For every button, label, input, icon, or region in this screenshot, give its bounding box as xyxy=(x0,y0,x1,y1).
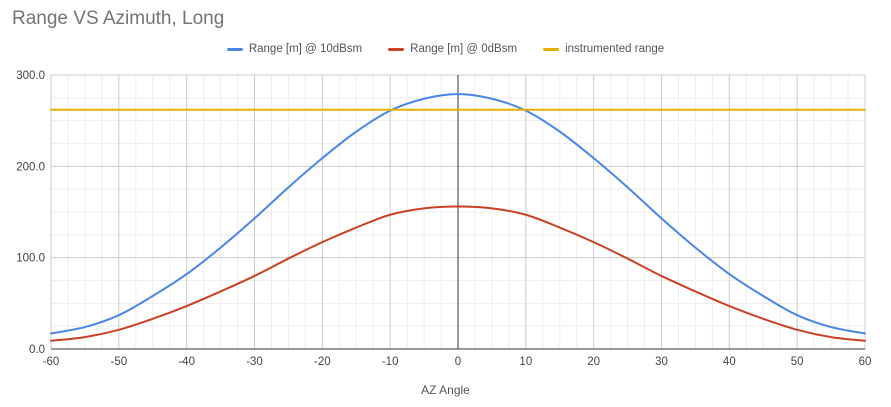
y-tick-label: 0.0 xyxy=(29,344,45,356)
x-tick-label: -30 xyxy=(246,356,263,368)
legend-item-instrumented[interactable]: instrumented range xyxy=(543,40,664,58)
x-tick-label: -40 xyxy=(178,356,195,368)
x-tick-label: 50 xyxy=(791,356,804,368)
legend-swatch-instrumented xyxy=(543,47,560,51)
legend: Range [m] @ 10dBsm Range [m] @ 0dBsm ins… xyxy=(0,40,891,58)
x-tick-label: 10 xyxy=(519,356,532,368)
x-tick-label: -10 xyxy=(382,356,399,368)
series-line-10dbsm xyxy=(50,93,866,335)
x-tick-label: -50 xyxy=(111,356,128,368)
y-tick-label: 300.0 xyxy=(16,70,45,82)
x-tick-label: 20 xyxy=(587,356,600,368)
x-tick-label: -60 xyxy=(43,356,60,368)
series-line-0dbsm xyxy=(50,205,866,342)
legend-label-0dbsm: Range [m] @ 0dBsm xyxy=(410,43,518,55)
legend-label-10dbsm: Range [m] @ 10dBsm xyxy=(248,43,363,55)
y-tick-label: 100.0 xyxy=(16,253,45,265)
legend-label-instrumented: instrumented range xyxy=(565,43,665,55)
x-tick-label: 60 xyxy=(859,356,872,368)
legend-item-10dbsm[interactable]: Range [m] @ 10dBsm xyxy=(226,40,363,58)
x-tick-label: 40 xyxy=(723,356,736,368)
x-tick-label: 30 xyxy=(655,356,668,368)
legend-swatch-0dbsm xyxy=(388,47,405,51)
x-axis-title: AZ Angle xyxy=(421,383,470,397)
chart-title: Range VS Azimuth, Long xyxy=(12,8,225,29)
y-tick-label: 200.0 xyxy=(16,161,45,173)
x-tick-label: -20 xyxy=(314,356,331,368)
x-tick-label: 0 xyxy=(455,356,461,368)
legend-swatch-10dbsm xyxy=(226,47,243,51)
legend-item-0dbsm[interactable]: Range [m] @ 0dBsm xyxy=(388,40,517,58)
